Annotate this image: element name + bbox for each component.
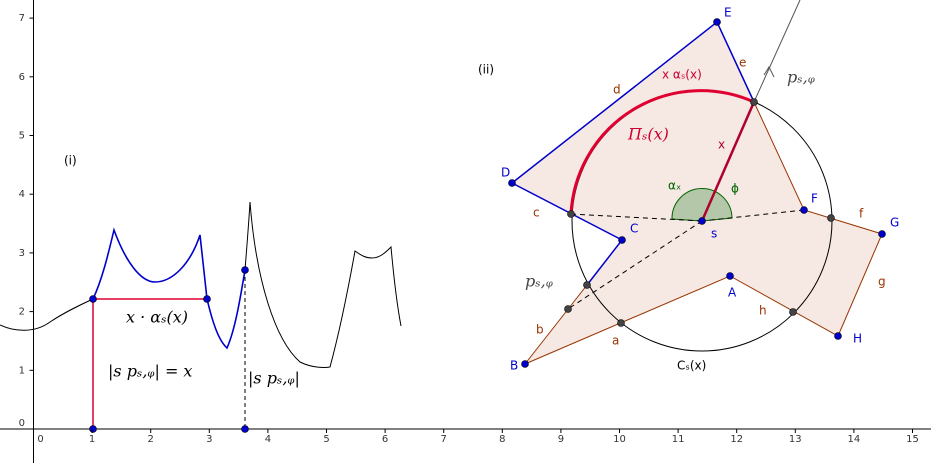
y-tick-label: 4 xyxy=(19,189,25,200)
annotation: ϕ xyxy=(731,182,739,196)
vertex xyxy=(713,18,721,26)
vertex xyxy=(726,272,734,280)
radius xyxy=(700,101,756,222)
intersection xyxy=(617,319,625,327)
vertex xyxy=(834,332,842,340)
circle-label: Cₛ(x) xyxy=(677,359,706,373)
annotation: x αₛ(x) xyxy=(662,68,702,82)
x-tick-label: 14 xyxy=(848,434,861,445)
red-arc xyxy=(569,89,755,215)
x-tick-label: 5 xyxy=(323,434,329,445)
x-tick-label: 4 xyxy=(265,434,271,445)
polygon-edge xyxy=(510,20,755,241)
point xyxy=(203,295,211,303)
vertex-label: A xyxy=(728,286,737,300)
panel-label: (i) xyxy=(64,154,77,168)
vertex-label: E xyxy=(724,6,732,20)
curve xyxy=(0,298,94,331)
edge-label: d xyxy=(613,83,621,97)
annotation: x xyxy=(718,138,725,152)
annotation: x · αₛ(x) xyxy=(126,308,188,327)
x-tick-label: 1 xyxy=(89,434,95,445)
y-tick-label: 5 xyxy=(19,131,25,142)
edge-label: b xyxy=(536,323,544,337)
y-tick-label: 1 xyxy=(19,365,25,376)
center-label: s xyxy=(711,227,717,241)
intersection xyxy=(564,305,572,313)
polygon-edge xyxy=(586,239,623,286)
y-tick-label: 0 xyxy=(19,418,25,429)
vertex-label: C xyxy=(630,222,638,236)
blue-curve xyxy=(92,227,246,350)
x-tick-label: 9 xyxy=(558,434,564,445)
x-tick-label: 7 xyxy=(441,434,447,445)
vertex-label: D xyxy=(501,166,510,180)
edge-label: g xyxy=(878,275,886,289)
vertex xyxy=(800,206,808,214)
x-tick-label: 0 xyxy=(37,434,43,445)
center-point xyxy=(698,217,706,225)
x-tick-label: 3 xyxy=(206,434,212,445)
x-tick-label: 13 xyxy=(789,434,802,445)
vertex-label: F xyxy=(811,192,818,206)
x-tick-label: 15 xyxy=(906,434,919,445)
x-tick-label: 6 xyxy=(382,434,388,445)
point xyxy=(89,425,97,433)
vertex xyxy=(878,230,886,238)
point xyxy=(89,295,97,303)
vertex xyxy=(508,179,516,187)
y-tick-label: 7 xyxy=(19,13,25,24)
point xyxy=(241,425,249,433)
shaded-region xyxy=(512,22,882,364)
annotation: |s pₛ,ᵩ| = x xyxy=(108,362,192,381)
x-tick-label: 8 xyxy=(499,434,505,445)
point xyxy=(241,266,249,274)
x-tick-label: 10 xyxy=(613,434,626,445)
angle-sector xyxy=(671,188,733,222)
edge-label: h xyxy=(759,304,767,318)
annotation: Πₛ(x) xyxy=(627,125,669,144)
dashed-line xyxy=(701,209,805,222)
arrow xyxy=(763,65,775,78)
dashed-line xyxy=(570,213,703,222)
annotation: pₛ,ᵩ xyxy=(525,272,553,291)
x-tick-label: 2 xyxy=(148,434,154,445)
intersection xyxy=(750,98,758,106)
y-tick-label: 2 xyxy=(19,307,25,318)
curve xyxy=(244,201,402,368)
intersection xyxy=(583,281,591,289)
vertex-label: G xyxy=(890,216,899,230)
vertex-label: H xyxy=(853,332,862,346)
vertex xyxy=(521,360,529,368)
x-tick-label: 11 xyxy=(672,434,685,445)
edge-label: a xyxy=(612,334,619,348)
edge-label: e xyxy=(739,56,746,70)
intersection xyxy=(567,210,575,218)
annotation: αₓ xyxy=(668,179,681,193)
annotation: |s pₛ,ᵩ| xyxy=(248,369,300,388)
y-tick-label: 6 xyxy=(19,72,25,83)
intersection xyxy=(827,214,835,222)
panel-label: (ii) xyxy=(478,63,494,77)
edge-label: f xyxy=(859,207,864,221)
vertex-label: B xyxy=(510,359,518,373)
edge-label: c xyxy=(533,206,540,220)
intersection xyxy=(789,308,797,316)
x-tick-label: 12 xyxy=(730,434,743,445)
ray xyxy=(753,0,801,103)
y-tick-label: 3 xyxy=(19,248,25,259)
vertex xyxy=(618,236,626,244)
annotation: pₛ,ᵩ xyxy=(787,68,815,87)
